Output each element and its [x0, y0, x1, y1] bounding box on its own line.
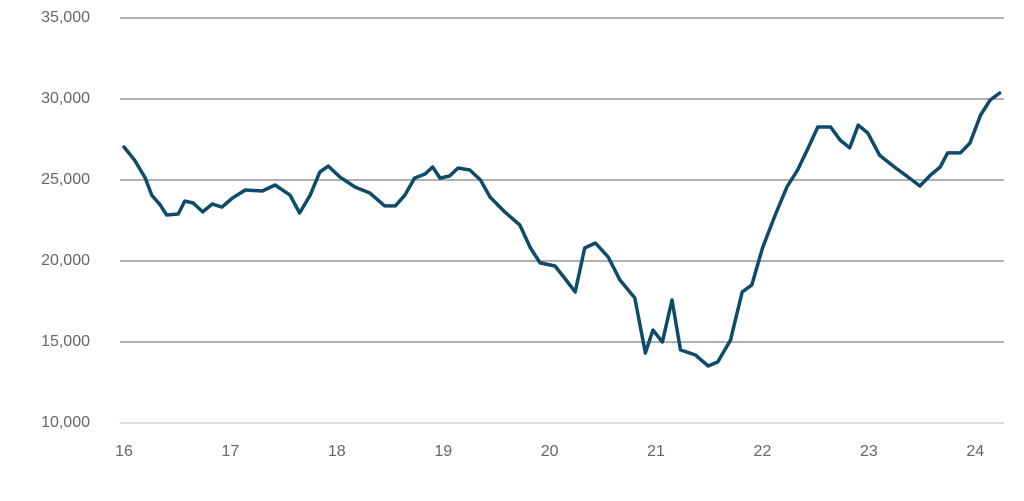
line-series [122, 91, 1002, 368]
y-tick-label: 15,000 [41, 333, 90, 350]
y-tick-label: 25,000 [41, 171, 90, 188]
y-tick-label: 35,000 [41, 9, 90, 26]
y-tick-label: 20,000 [41, 252, 90, 269]
x-tick-label: 21 [647, 443, 665, 460]
x-tick-label: 19 [434, 443, 452, 460]
y-tick-label: 30,000 [41, 90, 90, 107]
x-tick-label: 17 [222, 443, 240, 460]
x-tick-label: 18 [328, 443, 346, 460]
x-tick-label: 22 [754, 443, 772, 460]
x-tick-label: 20 [541, 443, 559, 460]
y-tick-label: 10,000 [41, 414, 90, 431]
x-tick-label: 24 [966, 443, 984, 460]
x-tick-label: 23 [860, 443, 878, 460]
x-tick-label: 16 [115, 443, 133, 460]
